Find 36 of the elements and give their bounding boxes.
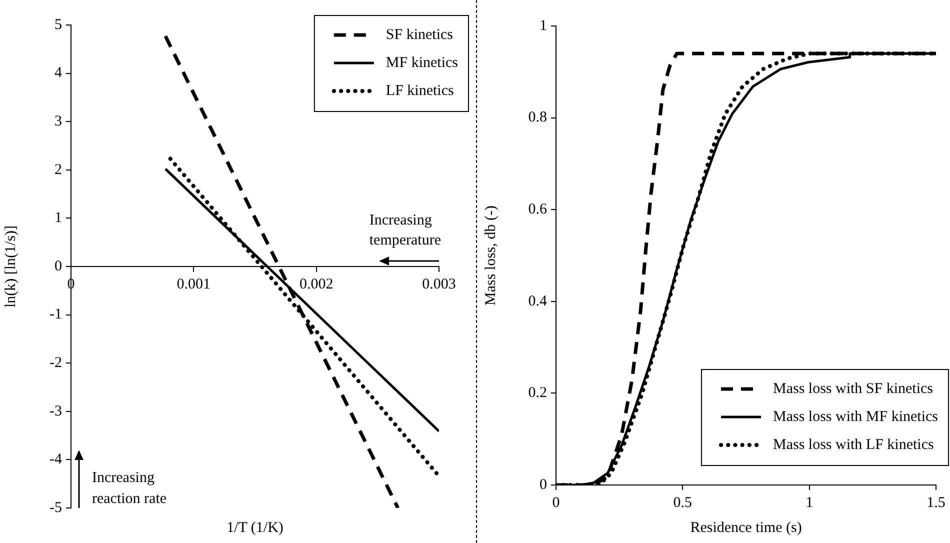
x-tick-label: 0.003	[422, 276, 456, 292]
annotation: Increasing temperature	[369, 212, 442, 248]
x-tick-label: 0.5	[673, 494, 692, 511]
y-tick-label: 5	[54, 16, 62, 33]
x-tick-label: 0.001	[176, 276, 211, 292]
y-axis-title: ln(k) [ln(1/s)]	[2, 225, 19, 308]
y-tick-label: 0.6	[528, 202, 548, 218]
y-tick-label: -2	[50, 355, 62, 372]
x-tick-label: 1.5	[926, 494, 946, 511]
y-tick-label: 1	[54, 210, 62, 226]
y-tick-label: -1	[50, 306, 62, 323]
y-tick-label: -3	[50, 403, 62, 420]
y-tick-label: 1	[540, 18, 547, 34]
legend-label: SF kinetics	[386, 26, 454, 43]
legend-label: Mass loss with SF kinetics	[772, 380, 934, 397]
legend-label: Mass loss with LF kinetics	[772, 436, 934, 453]
y-tick-label: 0.8	[528, 110, 547, 126]
legend-label: MF kinetics	[386, 54, 458, 71]
y-tick-label: 0	[54, 258, 62, 274]
y-tick-label: 2	[54, 162, 62, 178]
x-tick-label: 0.002	[299, 276, 334, 292]
y-tick-label: 3	[54, 114, 62, 130]
x-axis-title: 1/T (1/K)	[226, 520, 284, 536]
x-tick-label: 1	[806, 494, 814, 511]
y-tick-label: 0	[540, 476, 547, 493]
y-tick-label: 4	[54, 65, 62, 82]
y-tick-label: -5	[50, 500, 62, 516]
y-tick-label: 0.2	[528, 385, 547, 402]
x-tick-label: 0	[552, 494, 560, 511]
y-tick-label: -4	[50, 452, 62, 468]
legend-label: Mass loss with MF kinetics	[772, 408, 938, 425]
annotation: Increasing reaction rate	[92, 470, 167, 507]
legend-label: LF kinetics	[386, 82, 454, 99]
y-tick-label: 0.4	[528, 293, 548, 310]
y-axis-title: Mass loss, db (-)	[482, 206, 499, 306]
x-axis-title: Residence time (s)	[690, 520, 802, 536]
